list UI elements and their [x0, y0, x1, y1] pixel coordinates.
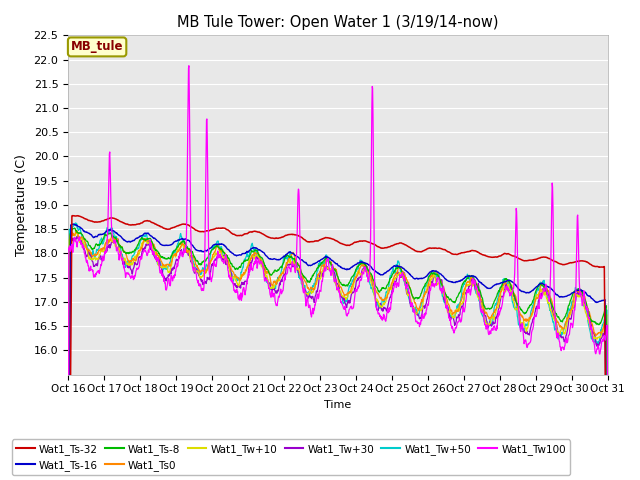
Wat1_Ts-8	[422, 281, 429, 287]
Wat1_Tw+30	[245, 265, 253, 271]
Wat1_Ts-32	[422, 247, 429, 252]
Line: Wat1_Tw+10: Wat1_Tw+10	[68, 231, 608, 480]
Wat1_Tw100	[540, 287, 548, 293]
Wat1_Ts-16	[69, 221, 77, 227]
Wat1_Tw+10	[245, 258, 253, 264]
Wat1_Ts-32	[540, 254, 548, 260]
Wat1_Tw+50	[422, 284, 429, 289]
Wat1_Tw+50	[172, 249, 179, 254]
Wat1_Tw100	[422, 312, 429, 317]
Wat1_Ts-32	[172, 224, 179, 230]
Text: MB_tule: MB_tule	[71, 40, 124, 53]
Wat1_Ts-32	[69, 213, 77, 218]
Wat1_Ts-16	[540, 282, 548, 288]
Wat1_Ts-32	[185, 222, 193, 228]
Wat1_Ts0	[73, 228, 81, 233]
Wat1_Tw+10	[493, 307, 500, 312]
Wat1_Ts-8	[70, 225, 78, 231]
Wat1_Tw+10	[74, 228, 81, 234]
Wat1_Ts-8	[245, 255, 253, 261]
Wat1_Tw+10	[422, 289, 429, 295]
Y-axis label: Temperature (C): Temperature (C)	[15, 154, 28, 256]
Wat1_Ts0	[540, 284, 548, 290]
Wat1_Ts-8	[172, 247, 179, 253]
Wat1_Ts0	[493, 306, 500, 312]
Wat1_Tw+50	[493, 302, 500, 308]
Legend: Wat1_Ts-32, Wat1_Ts-16, Wat1_Ts-8, Wat1_Ts0, Wat1_Tw+10, Wat1_Tw+30, Wat1_Tw+50,: Wat1_Ts-32, Wat1_Ts-16, Wat1_Ts-8, Wat1_…	[12, 439, 570, 475]
Line: Wat1_Ts0: Wat1_Ts0	[68, 230, 608, 480]
Wat1_Tw+30	[185, 252, 193, 258]
Line: Wat1_Ts-8: Wat1_Ts-8	[68, 228, 608, 480]
Wat1_Ts0	[172, 251, 179, 257]
Wat1_Tw100	[185, 63, 193, 69]
Wat1_Tw+10	[185, 248, 193, 253]
Wat1_Ts0	[245, 262, 253, 267]
Wat1_Ts-16	[245, 248, 253, 254]
Wat1_Tw+50	[72, 220, 79, 226]
Title: MB Tule Tower: Open Water 1 (3/19/14-now): MB Tule Tower: Open Water 1 (3/19/14-now…	[177, 15, 499, 30]
Line: Wat1_Ts-16: Wat1_Ts-16	[68, 224, 608, 480]
Wat1_Ts-8	[493, 294, 500, 300]
Wat1_Tw+50	[245, 252, 253, 258]
Wat1_Tw100	[245, 273, 253, 278]
Wat1_Ts-8	[540, 285, 548, 290]
Wat1_Tw100	[184, 90, 192, 96]
Wat1_Ts0	[422, 289, 429, 295]
Wat1_Ts-16	[493, 282, 500, 288]
Wat1_Tw100	[493, 327, 500, 333]
Wat1_Tw+50	[540, 277, 548, 283]
Line: Wat1_Tw+50: Wat1_Tw+50	[68, 223, 608, 480]
Line: Wat1_Ts-32: Wat1_Ts-32	[68, 216, 608, 480]
Wat1_Tw+30	[493, 315, 500, 321]
Wat1_Tw+30	[540, 285, 548, 291]
Wat1_Tw+10	[172, 254, 179, 260]
Wat1_Tw+50	[185, 246, 193, 252]
Wat1_Tw+30	[74, 233, 82, 239]
Wat1_Ts0	[185, 248, 193, 254]
Wat1_Ts-32	[493, 254, 500, 260]
Wat1_Ts-16	[172, 239, 179, 244]
Wat1_Ts-16	[185, 237, 193, 243]
Line: Wat1_Tw+30: Wat1_Tw+30	[68, 236, 608, 480]
Line: Wat1_Tw100: Wat1_Tw100	[68, 66, 608, 480]
Wat1_Tw+10	[540, 291, 548, 297]
Wat1_Tw+30	[172, 260, 179, 266]
Wat1_Ts-32	[245, 229, 253, 235]
Wat1_Ts-8	[185, 246, 193, 252]
Wat1_Tw+30	[422, 301, 429, 307]
X-axis label: Time: Time	[324, 400, 351, 410]
Wat1_Tw100	[171, 273, 179, 278]
Wat1_Ts-16	[422, 274, 429, 279]
